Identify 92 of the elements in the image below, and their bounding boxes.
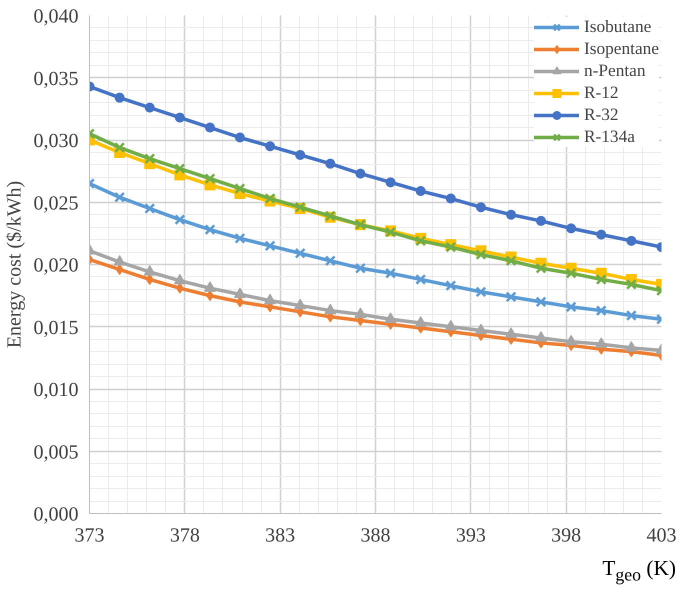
point [414, 316, 427, 327]
x-tick-label: 403 [646, 524, 676, 546]
point [114, 92, 125, 103]
point [626, 278, 637, 290]
point [415, 274, 426, 285]
legend-label: Isobutane [584, 17, 652, 37]
point [506, 210, 516, 220]
legend-label: R-134a [584, 127, 635, 147]
point [445, 280, 456, 292]
point [354, 262, 366, 274]
legend-label: Isopentane [584, 39, 659, 59]
point [205, 122, 215, 133]
x-axis-title: T$_{geo}$ (K) [602, 555, 676, 586]
y-tick-label: 0,005 [34, 441, 78, 464]
point [174, 274, 186, 284]
y-tick-label: 0,010 [34, 379, 78, 401]
point [596, 230, 606, 240]
y-tick-label: 0,000 [34, 504, 78, 526]
point [204, 281, 216, 292]
point [566, 223, 576, 234]
point [625, 341, 638, 352]
x-tick-label: 398 [551, 524, 582, 546]
point [174, 214, 186, 226]
point [354, 307, 366, 318]
point [264, 294, 276, 304]
point [204, 224, 216, 236]
point [416, 186, 426, 196]
point [234, 132, 245, 142]
point [355, 168, 366, 179]
point [566, 301, 577, 312]
point [144, 202, 156, 214]
point [114, 192, 126, 203]
point [144, 265, 156, 276]
point [536, 296, 546, 308]
legend-label: R-32 [584, 105, 619, 125]
point [626, 236, 636, 246]
x-tick-label: 393 [456, 524, 486, 546]
legend-label: R-12 [584, 83, 619, 103]
point [445, 242, 456, 253]
point [234, 288, 246, 298]
y-tick-label: 0,035 [34, 68, 78, 90]
point [384, 312, 397, 323]
point [174, 112, 185, 123]
y-tick-label: 0,030 [34, 130, 78, 152]
point [386, 177, 396, 188]
point [324, 255, 336, 266]
y-tick-label: 0,020 [34, 254, 78, 276]
point [174, 163, 186, 174]
point [626, 310, 637, 322]
point [475, 286, 486, 298]
point [596, 274, 607, 285]
point [234, 232, 246, 244]
point [536, 262, 546, 274]
point [265, 141, 276, 152]
point [294, 298, 306, 310]
x-tick-label: 378 [170, 524, 200, 546]
point [415, 235, 426, 246]
point [234, 183, 246, 194]
x-tick-label: 388 [360, 524, 390, 546]
point [446, 194, 456, 204]
point [144, 153, 156, 164]
point [566, 268, 577, 279]
y-tick-label: 0,040 [34, 6, 78, 28]
x-tick-label: 373 [74, 524, 104, 546]
point [536, 216, 546, 226]
point [264, 240, 276, 252]
point [596, 305, 607, 316]
y-tick-label: 0,025 [34, 192, 78, 214]
point [506, 291, 517, 302]
point [385, 268, 396, 279]
point [144, 102, 155, 113]
point [474, 324, 487, 334]
point [444, 320, 457, 330]
point [505, 327, 518, 338]
point [114, 142, 126, 153]
point [295, 150, 306, 160]
point [294, 248, 306, 259]
legend-label: n-Pentan [584, 61, 646, 81]
point [264, 193, 276, 204]
point [475, 249, 486, 260]
y-tick-label: 0,015 [34, 316, 78, 339]
point [325, 158, 336, 169]
x-tick-label: 383 [265, 524, 296, 546]
point [114, 255, 126, 266]
point [595, 337, 608, 348]
point [565, 334, 578, 346]
point [204, 173, 216, 184]
point [506, 255, 517, 266]
y-axis-title: Energy cost ($/kWh) [4, 180, 26, 348]
point [535, 331, 547, 342]
point [476, 202, 486, 212]
point [324, 304, 336, 314]
